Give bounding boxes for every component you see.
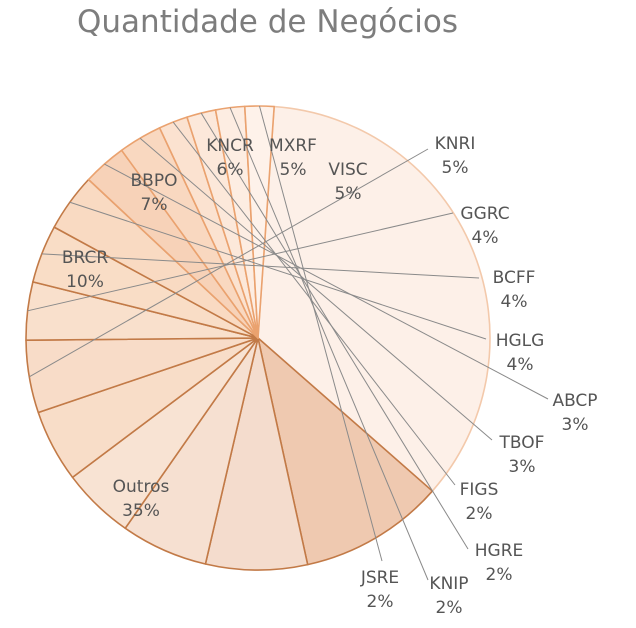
chart-title: Quantidade de Negócios <box>77 4 459 40</box>
slice-name: JSRE <box>360 568 399 588</box>
slice-label-brcr: BRCR 10% <box>62 248 108 292</box>
leader-line-hgre <box>200 112 469 550</box>
slice-percent: 2% <box>466 504 493 524</box>
leader-line-jsre <box>258 105 383 562</box>
leader-line-knri <box>29 148 429 378</box>
slice-label-knip: KNIP 2% <box>429 574 468 618</box>
slice-name: FIGS <box>460 480 499 500</box>
leader-line-ggrc <box>27 212 454 312</box>
slice-name: MXRF <box>269 136 317 156</box>
slice-percent: 2% <box>436 598 463 618</box>
slice-percent: 2% <box>486 565 513 585</box>
slice-label-bcff: BCFF 4% <box>493 268 536 312</box>
slice-label-bbpo: BBPO 7% <box>131 171 178 215</box>
slice-percent: 35% <box>122 501 160 521</box>
slice-name: HGRE <box>475 541 524 561</box>
slice-percent: 4% <box>472 228 499 248</box>
slice-percent: 5% <box>280 160 307 180</box>
slice-name: ABCP <box>552 391 597 411</box>
slice-name: KNIP <box>429 574 468 594</box>
slice-name: HGLG <box>496 331 545 351</box>
slice-percent: 5% <box>335 184 362 204</box>
slice-label-jsre: JSRE 2% <box>360 568 399 612</box>
leader-lines <box>27 105 549 581</box>
slice-name: KNCR <box>206 136 254 156</box>
slice-percent: 2% <box>367 592 394 612</box>
pie-slice-bbpo <box>204 337 309 571</box>
slice-label-kncr: KNCR 6% <box>206 136 254 180</box>
slice-percent: 3% <box>562 415 589 435</box>
slice-percent: 5% <box>442 158 469 178</box>
leader-line-hglg <box>69 201 487 340</box>
slice-name: Outros <box>113 477 170 497</box>
leader-line-tbof <box>139 137 493 441</box>
leader-line-abcp <box>104 163 549 400</box>
slice-percent: 7% <box>141 195 168 215</box>
slice-name: BBPO <box>131 171 178 191</box>
pie-slices <box>25 105 491 571</box>
slice-label-outros: Outros 35% <box>113 477 170 521</box>
slice-label-hglg: HGLG 4% <box>496 331 545 375</box>
pie-slice-outros <box>257 105 491 492</box>
leader-line-bcff <box>41 253 480 279</box>
slice-percent: 10% <box>66 272 104 292</box>
slice-label-hgre: HGRE 2% <box>475 541 524 585</box>
slice-name: KNRI <box>435 134 476 154</box>
slice-percent: 3% <box>509 457 536 477</box>
slice-name: TBOF <box>499 433 545 453</box>
slice-label-ggrc: GGRC 4% <box>460 204 509 248</box>
slice-label-abcp: ABCP 3% <box>552 391 597 435</box>
slice-labels: Outros 35% BRCR 10% BBPO 7% KNCR 6% MXRF 5% VISC 5%… <box>62 134 598 618</box>
slice-name: VISC <box>328 160 367 180</box>
slice-label-knri: KNRI 5% <box>435 134 476 178</box>
slice-percent: 6% <box>217 160 244 180</box>
slice-name: BRCR <box>62 248 108 268</box>
slice-label-figs: FIGS 2% <box>460 480 499 524</box>
slice-label-visc: VISC 5% <box>328 160 367 204</box>
slice-percent: 4% <box>501 292 528 312</box>
slice-name: GGRC <box>460 204 509 224</box>
slice-percent: 4% <box>507 355 534 375</box>
slice-label-mxrf: MXRF 5% <box>269 136 317 180</box>
leader-line-figs <box>172 121 456 486</box>
slice-name: BCFF <box>493 268 536 288</box>
slice-label-tbof: TBOF 3% <box>499 433 545 477</box>
leader-line-knip <box>229 107 429 581</box>
